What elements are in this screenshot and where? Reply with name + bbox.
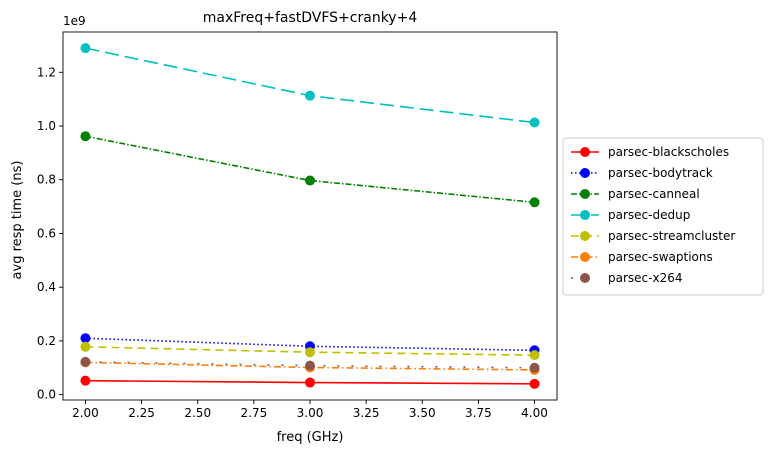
legend-swatch-marker: [580, 147, 590, 157]
x-tick-label: 2.50: [184, 406, 211, 420]
y-tick-label: 0.4: [37, 280, 56, 294]
legend-swatch-marker: [580, 168, 590, 178]
x-tick-label: 2.25: [128, 406, 155, 420]
legend-swatch-marker: [580, 273, 590, 283]
x-tick-label: 2.75: [241, 406, 268, 420]
legend-entry: parsec-x264: [608, 271, 682, 285]
y-tick-label: 1.2: [37, 65, 56, 79]
data-point: [80, 333, 91, 344]
y-tick-label: 0.0: [37, 388, 56, 402]
x-tick-label: 3.00: [297, 406, 324, 420]
series-parsec-canneal: [80, 131, 540, 208]
y-tick-label: 0.8: [37, 173, 56, 187]
legend-box: [562, 137, 764, 296]
y-tick-label: 0.6: [37, 226, 56, 240]
y-axis-multiplier: 1e9: [63, 14, 86, 28]
series-parsec-dedup: [80, 43, 540, 128]
series-parsec-x264: [80, 356, 540, 373]
data-point: [80, 356, 91, 367]
legend-entry: parsec-streamcluster: [608, 229, 735, 243]
series-parsec-blackscholes: [80, 375, 540, 389]
legend-swatch-marker: [580, 231, 590, 241]
legend-swatch-marker: [580, 189, 590, 199]
data-point: [529, 197, 540, 208]
series-line: [85, 361, 535, 371]
series-parsec-streamcluster: [80, 341, 540, 361]
legend-entry: parsec-blackscholes: [608, 145, 729, 159]
data-point: [80, 341, 91, 352]
x-axis-label: freq (GHz): [277, 430, 344, 445]
x-tick-label: 2.00: [72, 406, 99, 420]
legend-entry: parsec-dedup: [608, 208, 690, 222]
y-tick-label: 1.0: [37, 119, 56, 133]
data-point: [305, 360, 315, 371]
data-point: [529, 350, 540, 361]
data-point: [80, 375, 91, 386]
series-line: [85, 47, 535, 124]
legend-swatch-marker: [580, 210, 590, 220]
data-point: [305, 347, 315, 358]
data-point: [305, 377, 315, 388]
data-point: [529, 378, 540, 389]
legend-swatch-marker: [580, 252, 590, 262]
x-tick-label: 4.00: [521, 406, 548, 420]
data-point: [305, 175, 315, 186]
data-point: [305, 90, 315, 101]
y-tick-label: 0.2: [37, 334, 56, 348]
data-point: [529, 117, 540, 128]
data-point: [80, 131, 91, 142]
chart-title: maxFreq+fastDVFS+cranky+4: [203, 10, 418, 26]
x-tick-label: 3.25: [353, 406, 380, 420]
legend-entry: parsec-bodytrack: [608, 166, 713, 180]
data-point: [80, 43, 91, 54]
legend-entry: parsec-swaptions: [608, 250, 713, 264]
data-point: [529, 362, 540, 373]
legend: parsec-blackscholes parsec-bodytrack parse…: [562, 137, 764, 296]
y-axis-label: avg resp time (ns): [10, 161, 25, 280]
x-tick-label: 3.50: [409, 406, 436, 420]
x-tick-label: 3.75: [465, 406, 492, 420]
legend-entry: parsec-canneal: [608, 187, 700, 201]
series-line: [85, 135, 535, 204]
